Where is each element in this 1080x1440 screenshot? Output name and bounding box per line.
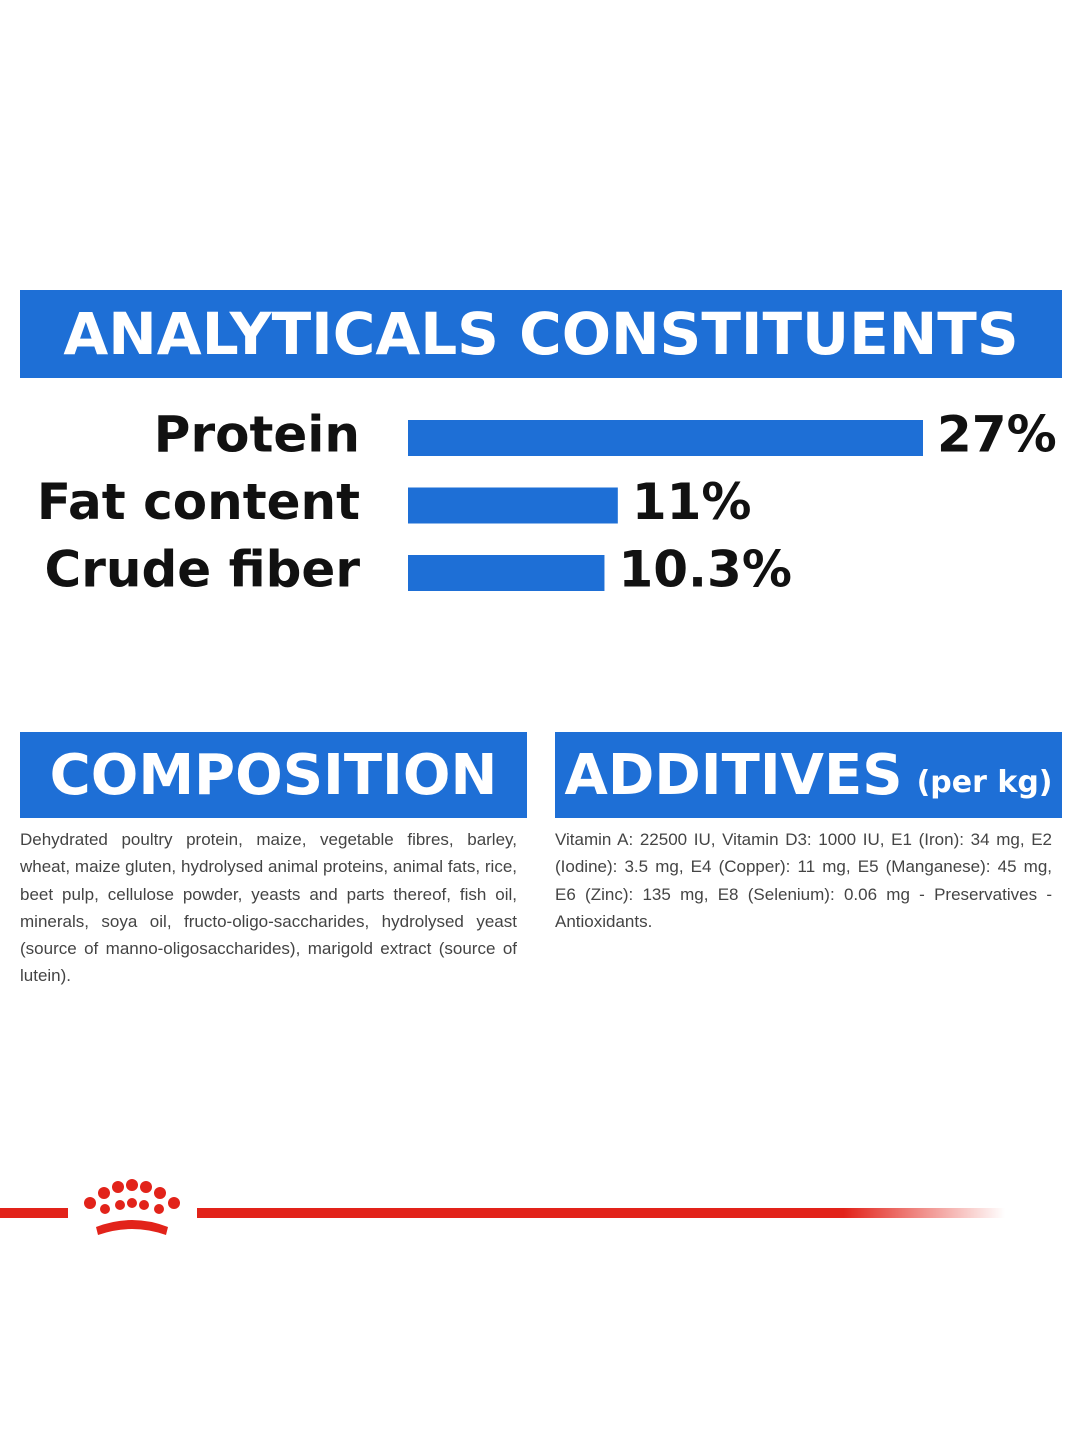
composition-title: COMPOSITION (20, 732, 527, 818)
category-label: Fat content (37, 473, 360, 531)
value-label: 27% (937, 406, 1057, 464)
value-label: 10.3% (618, 541, 791, 599)
brand-line (0, 1208, 68, 1218)
category-label: Crude fiber (45, 541, 361, 599)
crown (84, 1179, 180, 1235)
additives-unit: (per kg) (916, 764, 1053, 800)
bar (408, 487, 618, 524)
brand-line (197, 1208, 1005, 1218)
additives-text: Vitamin A: 22500 IU, Vitamin D3: 1000 IU… (555, 830, 1052, 931)
additives-title: ADDITIVES (564, 742, 903, 808)
chart: Protein 27% Fat content 11% Crude fiber 10.3% (37, 406, 1057, 599)
composition-text: Dehydrated poultry protein, maize, veget… (20, 830, 517, 986)
bar (408, 420, 923, 456)
bar (408, 555, 605, 591)
chart-title: ANALYTICALS CONSTITUENTS (20, 290, 1062, 378)
value-label: 11% (632, 473, 752, 531)
category-label: Protein (154, 406, 360, 464)
brand-logo (0, 1179, 1005, 1235)
additives-title-box: ADDITIVES (per kg) (555, 732, 1062, 818)
